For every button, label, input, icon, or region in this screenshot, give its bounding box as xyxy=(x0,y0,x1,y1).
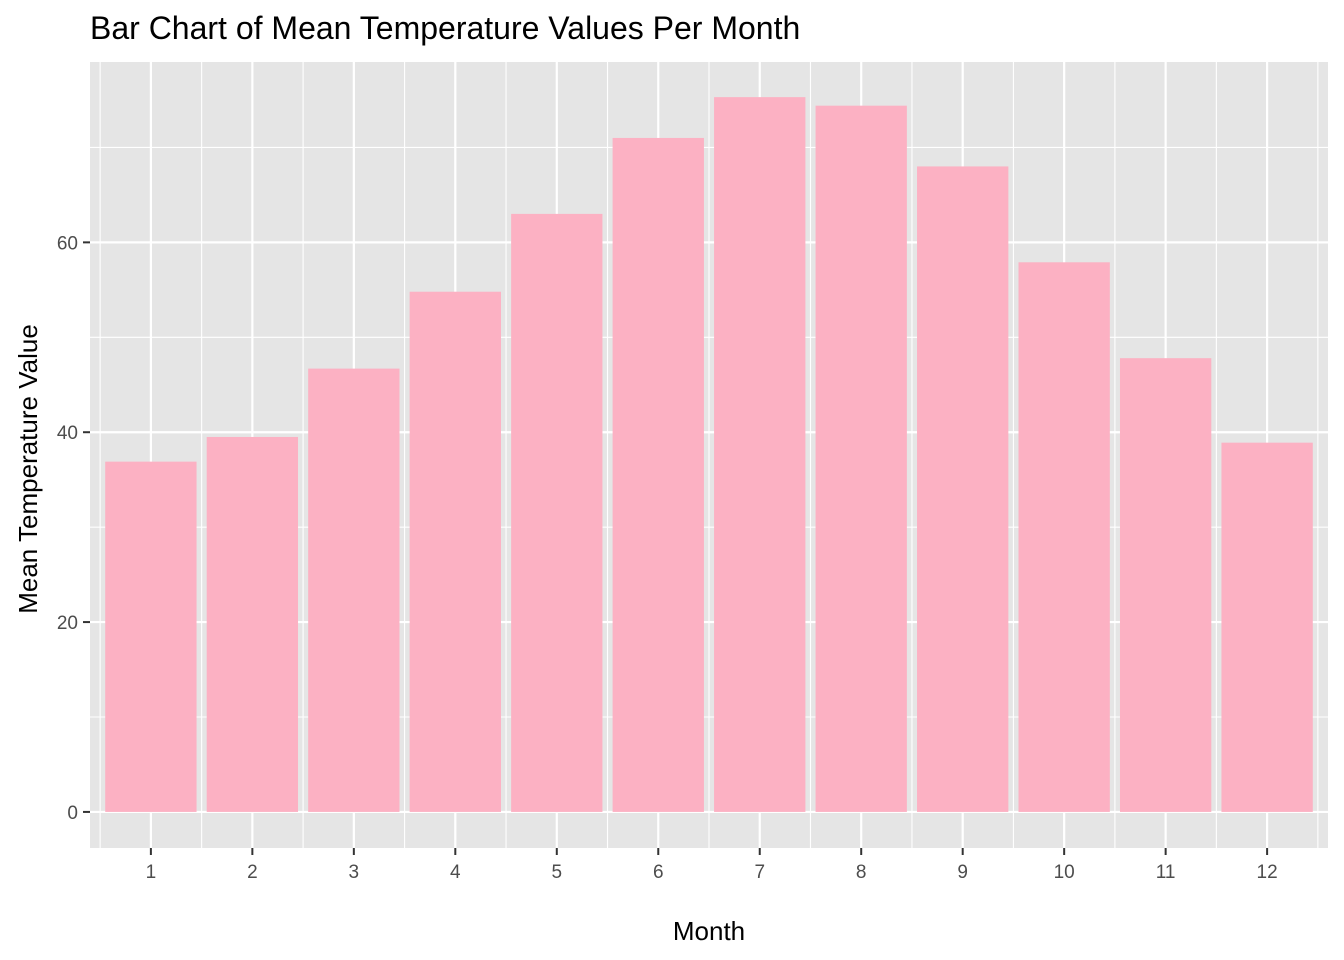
y-tick-label-1: 20 xyxy=(57,613,78,634)
bar-month-3 xyxy=(308,368,400,812)
x-tick-label-8: 8 xyxy=(856,862,867,883)
y-tick-label-2: 40 xyxy=(57,423,78,444)
x-tick-label-3: 3 xyxy=(349,862,360,883)
y-axis-title: Mean Temperature Value xyxy=(13,324,43,614)
x-tick-label-5: 5 xyxy=(551,862,562,883)
bar-month-7 xyxy=(714,97,806,812)
x-tick-label-11: 11 xyxy=(1156,862,1176,883)
y-tick-label-0: 0 xyxy=(67,803,78,824)
x-tick-label-4: 4 xyxy=(450,862,461,883)
x-tick-label-1: 1 xyxy=(146,862,157,883)
bar-month-11 xyxy=(1119,358,1212,812)
x-tick-label-7: 7 xyxy=(754,862,765,883)
bar-month-9 xyxy=(917,166,1009,812)
bar-month-12 xyxy=(1221,442,1313,812)
bar-month-6 xyxy=(612,137,704,812)
chart-title: Bar Chart of Mean Temperature Values Per… xyxy=(90,10,800,46)
bar-month-4 xyxy=(409,291,501,812)
x-axis-title: Month xyxy=(673,916,745,946)
x-tick-label-10: 10 xyxy=(1054,862,1075,883)
bar-month-5 xyxy=(511,213,603,812)
x-tick-label-6: 6 xyxy=(653,862,664,883)
bar-month-2 xyxy=(206,436,299,812)
bar-month-8 xyxy=(815,105,907,812)
bar-month-1 xyxy=(105,461,197,812)
y-tick-label-3: 60 xyxy=(57,233,78,254)
x-tick-label-2: 2 xyxy=(247,862,258,883)
bar-month-10 xyxy=(1018,262,1110,812)
x-tick-label-9: 9 xyxy=(957,862,968,883)
bars xyxy=(105,97,1313,812)
x-tick-label-12: 12 xyxy=(1257,862,1278,883)
